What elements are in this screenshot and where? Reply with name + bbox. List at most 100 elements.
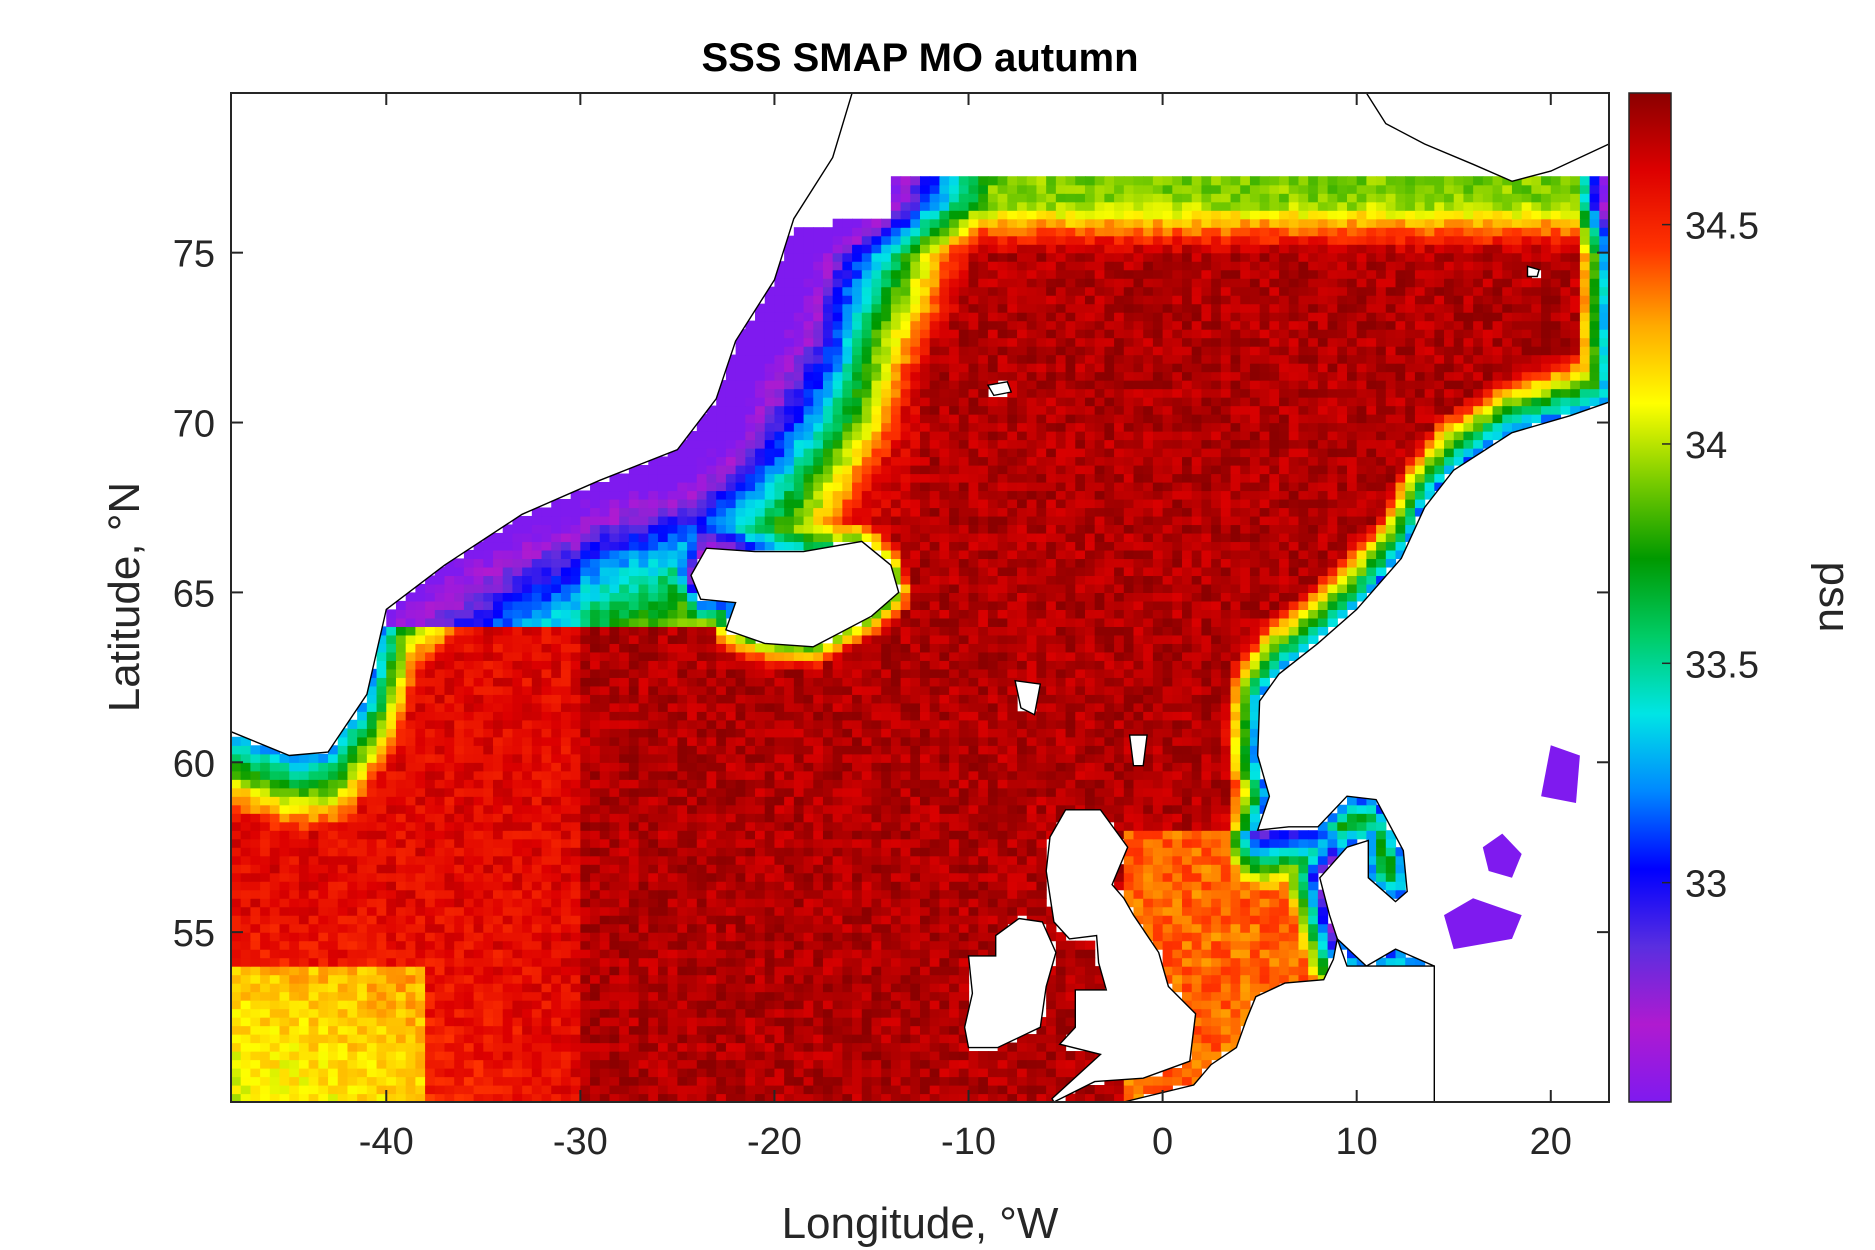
sss-cell — [357, 1076, 368, 1086]
sss-cell — [687, 906, 698, 916]
sss-cell — [648, 821, 659, 831]
sss-cell — [1191, 847, 1203, 857]
sss-cell — [541, 762, 552, 772]
sss-cell — [570, 711, 581, 721]
sss-cell — [434, 1034, 446, 1044]
sss-cell — [638, 787, 649, 797]
sss-cell — [755, 889, 766, 899]
sss-cell — [1288, 957, 1300, 967]
sss-cell — [1191, 702, 1203, 712]
sss-cell — [657, 949, 669, 959]
sss-cell — [357, 1025, 368, 1035]
sss-cell — [231, 736, 242, 746]
sss-cell — [648, 1085, 659, 1095]
sss-cell — [871, 932, 882, 942]
sss-cell — [328, 830, 339, 840]
sss-cell — [1055, 966, 1067, 976]
sss-cell — [900, 881, 911, 891]
sss-cell — [716, 1000, 727, 1010]
sss-cell — [560, 736, 572, 746]
sss-cell — [842, 779, 853, 789]
sss-cell — [968, 923, 979, 933]
sss-cell — [240, 1076, 251, 1086]
sss-cell — [696, 736, 708, 746]
sss-cell — [1036, 821, 1047, 831]
sss-cell — [813, 787, 824, 797]
sss-cell — [279, 983, 290, 993]
sss-cell — [832, 957, 843, 967]
sss-cell — [279, 1042, 290, 1052]
sss-cell — [434, 1008, 446, 1018]
sss-cell — [570, 753, 581, 763]
sss-cell — [483, 991, 494, 1001]
sss-cell — [890, 1093, 902, 1102]
sss-cell — [1317, 923, 1329, 933]
sss-cell — [920, 762, 931, 772]
sss-cell — [531, 736, 543, 746]
sss-cell — [871, 796, 882, 806]
sss-cell — [298, 813, 310, 823]
sss-cell — [1026, 796, 1038, 806]
sss-cell — [638, 906, 649, 916]
sss-cell — [395, 1085, 407, 1095]
sss-cell — [415, 847, 426, 857]
sss-cell — [920, 779, 931, 789]
sss-cell — [425, 1017, 436, 1027]
sss-cell — [395, 957, 407, 967]
sss-cell — [405, 787, 416, 797]
sss-cell — [250, 855, 261, 865]
sss-cell — [231, 949, 242, 959]
sss-cell — [1279, 949, 1290, 959]
sss-cell — [337, 889, 349, 899]
sss-cell — [483, 813, 494, 823]
sss-cell — [1191, 940, 1203, 950]
sss-cell — [279, 906, 290, 916]
sss-cell — [890, 906, 902, 916]
sss-cell — [551, 889, 562, 899]
sss-cell — [677, 779, 688, 789]
sss-cell — [793, 966, 805, 976]
sss-cell — [357, 719, 368, 729]
sss-cell — [745, 796, 756, 806]
sss-cell — [560, 847, 572, 857]
sss-cell — [609, 974, 620, 984]
sss-cell — [1133, 787, 1144, 797]
sss-cell — [1182, 753, 1193, 763]
sss-cell — [813, 864, 824, 874]
sss-cell — [522, 1025, 533, 1035]
sss-cell — [1152, 872, 1164, 882]
sss-cell — [735, 753, 746, 763]
sss-cell — [473, 872, 484, 882]
sss-cell — [881, 1042, 892, 1052]
sss-cell — [842, 838, 853, 848]
sss-cell — [1007, 864, 1018, 874]
sss-cell — [852, 1042, 863, 1052]
sss-cell — [1201, 847, 1212, 857]
sss-cell — [1191, 1051, 1203, 1061]
sss-cell — [745, 779, 756, 789]
sss-cell — [609, 1042, 620, 1052]
sss-cell — [1211, 719, 1222, 729]
sss-cell — [764, 838, 776, 848]
sss-cell — [289, 974, 300, 984]
sss-cell — [502, 719, 514, 729]
sss-cell — [852, 991, 863, 1001]
sss-cell — [1230, 787, 1241, 797]
sss-cell — [1308, 838, 1319, 848]
sss-cell — [619, 753, 630, 763]
sss-cell — [473, 1059, 484, 1069]
sss-cell — [454, 787, 465, 797]
sss-cell — [1084, 779, 1096, 789]
sss-cell — [871, 957, 882, 967]
sss-cell — [250, 787, 261, 797]
sss-cell — [1055, 1000, 1067, 1010]
sss-cell — [822, 1000, 834, 1010]
sss-cell — [900, 745, 911, 755]
sss-cell — [541, 932, 552, 942]
sss-cell — [483, 940, 494, 950]
sss-cell — [590, 694, 601, 704]
sss-cell — [260, 940, 271, 950]
sss-cell — [395, 932, 407, 942]
sss-cell — [628, 813, 640, 823]
sss-cell — [1230, 702, 1241, 712]
